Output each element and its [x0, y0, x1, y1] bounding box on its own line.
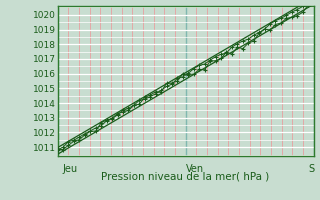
Text: S: S: [309, 164, 315, 174]
Text: Jeu: Jeu: [62, 164, 78, 174]
Text: Ven: Ven: [186, 164, 204, 174]
X-axis label: Pression niveau de la mer( hPa ): Pression niveau de la mer( hPa ): [101, 172, 270, 182]
